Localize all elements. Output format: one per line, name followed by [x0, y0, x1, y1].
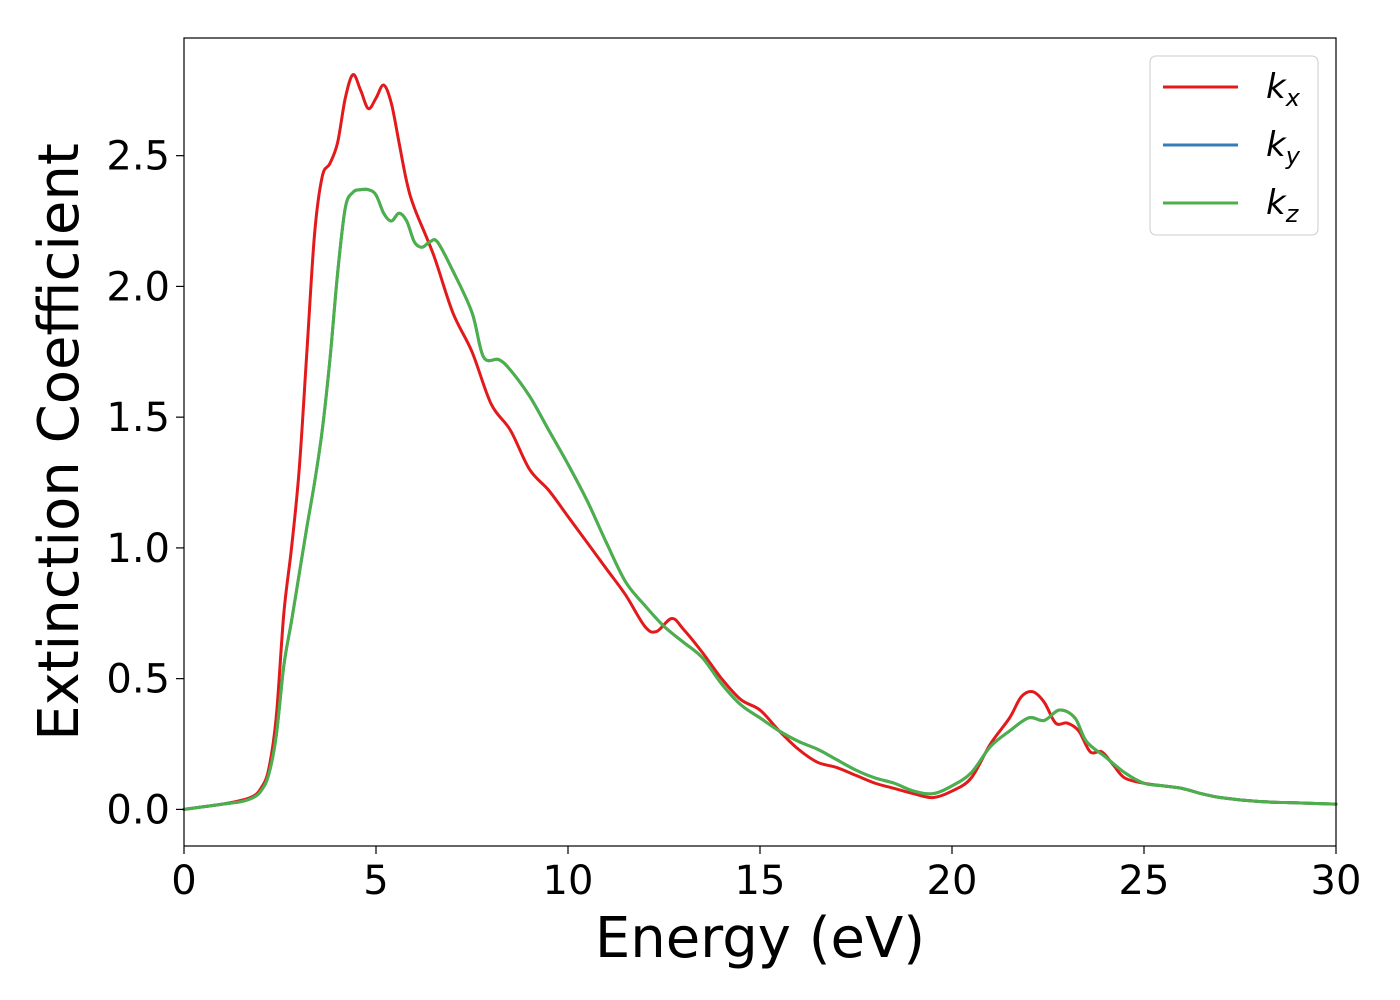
y-tick-label: 2.5: [106, 134, 170, 180]
legend-label: kz: [1266, 183, 1300, 228]
y-axis: 0.0 0.5 1.0 1.5 2.0 2.5: [106, 134, 184, 833]
legend-item-ky: ky: [1163, 125, 1301, 170]
x-tick-label: 20: [927, 858, 978, 904]
x-tick-label: 5: [363, 858, 388, 904]
y-axis-label: Extinction Coefficient: [27, 143, 92, 741]
legend-label: kx: [1266, 67, 1301, 112]
legend-label: ky: [1266, 125, 1301, 170]
x-tick-label: 15: [735, 858, 786, 904]
y-tick-label: 1.5: [106, 395, 170, 441]
legend: kx ky kz: [1149, 55, 1319, 236]
x-tick-label: 10: [543, 858, 594, 904]
x-tick-label: 0: [171, 858, 196, 904]
legend-items: kx ky kz: [1163, 67, 1301, 228]
legend-item-kz: kz: [1163, 183, 1300, 228]
series-layer: [182, 73, 1338, 811]
x-tick-label: 30: [1311, 858, 1362, 904]
y-tick-label: 0.5: [106, 657, 170, 703]
legend-item-kx: kx: [1163, 67, 1301, 112]
x-axis-label: Energy (eV): [595, 906, 925, 971]
y-tick-label: 2.0: [106, 264, 170, 310]
series-line-kx: [182, 73, 1338, 811]
x-axis: 0 5 10 15 20 25 30: [171, 846, 1361, 904]
y-tick-label: 0.0: [106, 787, 170, 833]
series-line-kz: [182, 187, 1338, 811]
y-tick-label: 1.0: [106, 526, 170, 572]
x-tick-label: 25: [1119, 858, 1170, 904]
